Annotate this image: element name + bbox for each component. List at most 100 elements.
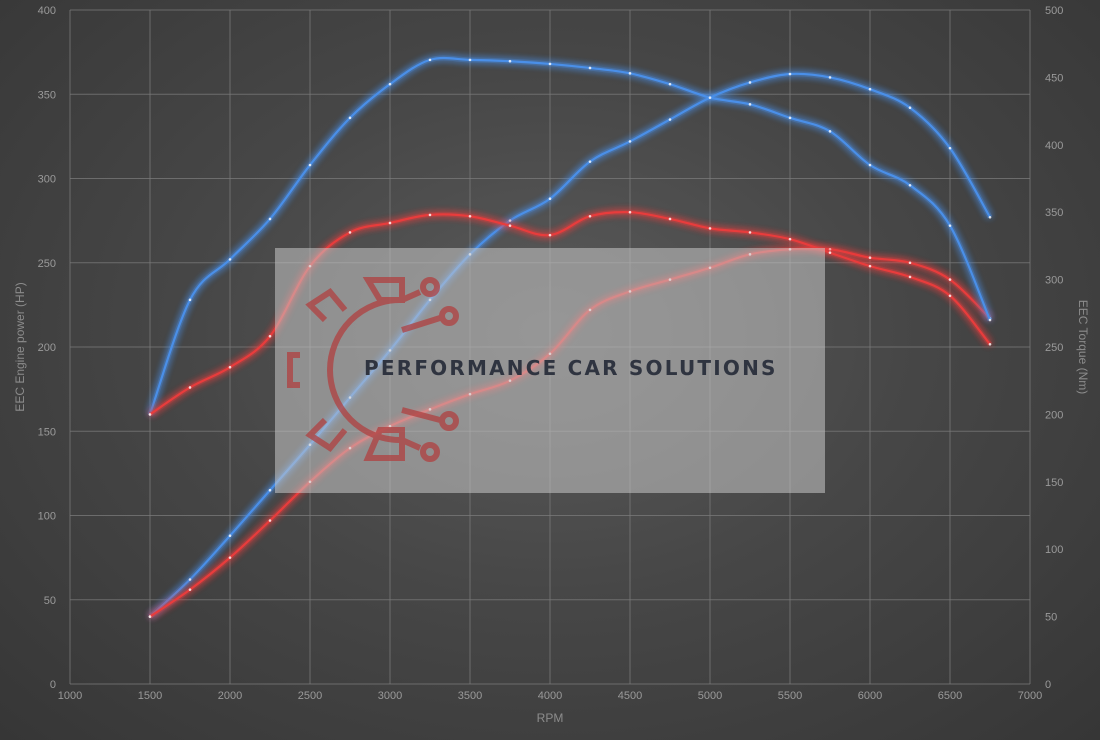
y-tick-label: 350 [38,89,56,101]
data-point [868,87,872,91]
data-point [748,81,752,84]
data-point [628,210,632,214]
data-point [548,62,552,66]
data-point [268,488,272,492]
data-point [948,294,952,298]
y-axis-ticks: 0 50 100 150 200 250 300 350 400 [38,5,56,691]
data-point [868,163,872,167]
data-point [348,116,352,120]
data-point [388,82,392,86]
data-point [508,59,512,63]
data-point [268,217,272,221]
x-axis-title: RPM [537,711,564,725]
data-point [228,258,232,261]
data-point [828,251,832,254]
y-tick-label: 400 [38,5,56,17]
x-tick-label: 3000 [378,690,402,702]
series-line [148,56,992,415]
watermark-panel [275,248,825,493]
data-point [628,72,632,75]
data-point [988,318,992,322]
data-point [948,278,952,281]
data-point [748,103,752,106]
data-point [188,298,192,302]
data-point [988,215,992,219]
y2-axis-title: EEC Torque (Nm) [1076,300,1090,394]
y2-tick-label: 400 [1045,140,1063,152]
data-point [588,214,592,218]
data-point [788,116,792,120]
y2-tick-label: 500 [1045,5,1063,17]
data-point [668,217,672,221]
x-axis-ticks: 1000 1500 2000 2500 3000 3500 4000 4500 5000 5500… [58,690,1042,702]
data-point [908,183,912,187]
data-point [188,578,192,581]
data-point [588,160,592,163]
data-point [148,615,152,618]
y2-axis-ticks: 0 50 100 150 200 250 300 350 400 450 500 [1045,5,1063,691]
data-point [388,221,392,225]
data-point [908,261,912,265]
gear-icon [287,277,459,462]
data-point [828,76,832,79]
x-tick-label: 2000 [218,690,242,702]
data-point [188,588,192,591]
data-point [708,96,712,99]
y2-tick-label: 250 [1045,342,1063,354]
data-point [908,106,912,110]
data-point [548,197,552,201]
data-point [228,556,232,559]
data-point [668,82,672,86]
y-tick-label: 100 [38,511,56,523]
data-point [948,224,952,227]
x-tick-label: 2500 [298,690,322,702]
watermark-logo: PERFORMANCE CAR SOLUTIONS [275,248,825,493]
data-point [508,224,512,227]
y2-tick-label: 200 [1045,409,1063,421]
data-point [148,413,152,416]
data-point [988,343,992,346]
x-tick-label: 1500 [138,690,162,702]
x-tick-label: 5000 [698,690,722,702]
data-point [748,231,752,234]
y-tick-label: 0 [50,679,56,691]
x-tick-label: 6000 [858,690,882,702]
x-tick-label: 3500 [458,690,482,702]
data-point [908,275,912,279]
y-tick-label: 200 [38,342,56,354]
data-point [788,237,792,241]
data-point [228,365,232,369]
data-point [668,118,672,121]
x-tick-label: 1000 [58,690,82,702]
y2-tick-label: 150 [1045,477,1063,489]
y-tick-label: 250 [38,258,56,270]
data-point [348,231,352,234]
x-tick-label: 6500 [938,690,962,702]
data-point [868,264,872,268]
data-point [468,58,472,62]
y2-tick-label: 300 [1045,275,1063,287]
data-point [548,233,552,237]
y2-tick-label: 100 [1045,544,1063,556]
x-tick-label: 4500 [618,690,642,702]
x-tick-label: 5500 [778,690,802,702]
data-point [508,219,512,222]
data-point [588,66,592,70]
data-point [268,519,272,522]
y2-tick-label: 450 [1045,72,1063,84]
series-2 [147,55,993,416]
data-point [308,163,312,167]
data-point [268,334,272,338]
data-point [468,214,472,218]
y-axis-title: EEC Engine power (HP) [13,282,27,411]
y2-tick-label: 50 [1045,612,1057,624]
data-point [868,256,872,259]
data-point [188,386,192,389]
data-point [828,130,832,133]
data-point [948,146,952,150]
y-tick-label: 300 [38,174,56,186]
data-point [428,213,432,217]
data-point [228,534,232,538]
x-tick-label: 4000 [538,690,562,702]
